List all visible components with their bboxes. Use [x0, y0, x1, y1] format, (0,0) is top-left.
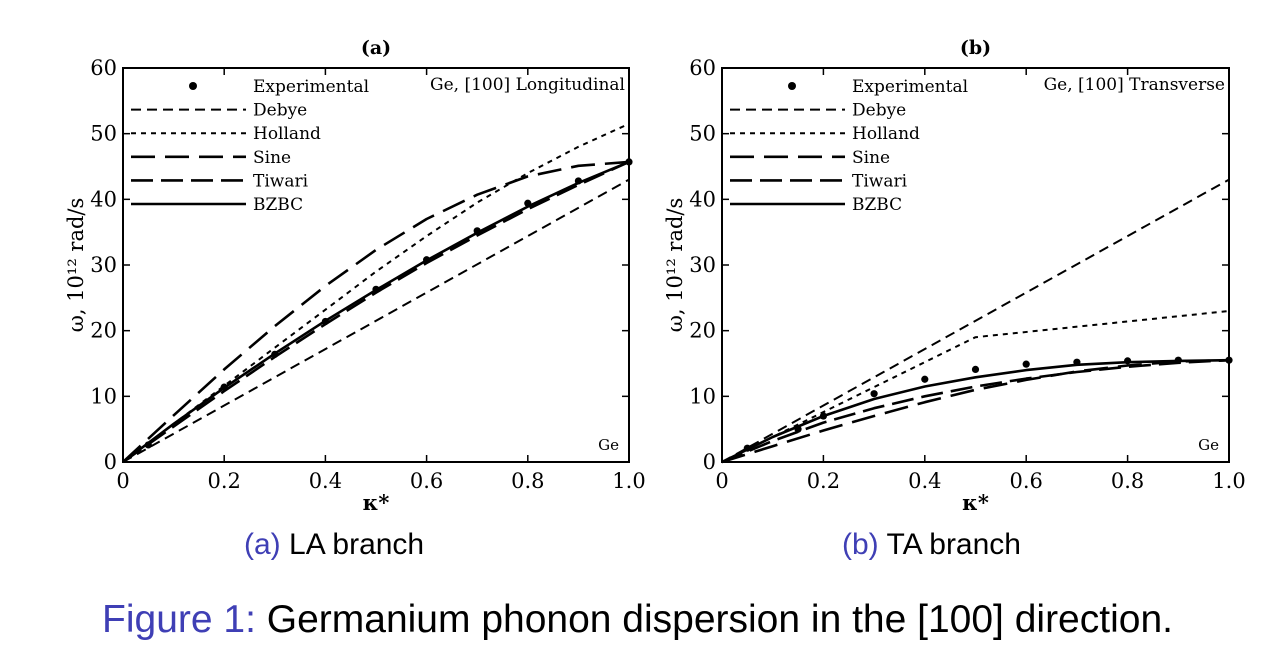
- panel-b-y-axis-label: ω, 10¹² rad/s: [663, 198, 687, 333]
- panel-b-legend-experimental-label: Experimental: [852, 77, 968, 97]
- subcaption-b-tag: (b): [842, 528, 879, 561]
- panel-a-y-tick-label: 0: [104, 450, 117, 474]
- panel-b-x-tick-label: 0.6: [1009, 469, 1042, 493]
- subcaption-b-text: TA branch: [886, 528, 1021, 561]
- panel-b-x-tick-label: 0.2: [807, 469, 840, 493]
- figure-caption-tag: Figure 1:: [102, 598, 256, 641]
- panel-a-legend-bzbc-label: BZBC: [253, 195, 303, 215]
- panel-a-x-tick-label: 1.0: [612, 469, 645, 493]
- panel-b-y-tick-label: 60: [689, 56, 716, 80]
- panel-b-y-tick-label: 50: [689, 122, 716, 146]
- panel-a-x-tick-label: 0.4: [309, 469, 342, 493]
- panel-b-plot-frame: [721, 67, 1230, 463]
- panel-a-corner-label: Ge: [598, 436, 619, 454]
- panel-b-experimental-point: [870, 390, 878, 398]
- panel-a-x-tick-label: 0.8: [511, 469, 544, 493]
- subcaption-a-tag: (a): [244, 528, 281, 561]
- panel-a-y-axis-label: ω, 10¹² rad/s: [64, 198, 88, 333]
- panel-a-label: (a): [361, 37, 391, 59]
- panel-b-x-tick-label: 1.0: [1212, 469, 1245, 493]
- panel-a-x-axis-label: κ*: [363, 490, 390, 515]
- panel-b-bzbc-line: [721, 358, 1230, 464]
- panel-a-sine-line: [122, 160, 630, 463]
- panel-a-annotation: Ge, [100] Longitudinal: [430, 75, 625, 95]
- panel-b-experimental-point: [921, 375, 929, 383]
- subcaption-a-text: LA branch: [289, 528, 425, 561]
- panel-b-legend-holland-label: Holland: [852, 124, 920, 144]
- panel-a-y-tick-label: 40: [90, 187, 117, 211]
- panel-b-y-tick-label: 10: [689, 384, 716, 408]
- panel-b-experimental-point: [1022, 360, 1030, 368]
- panel-a-debye-line: [122, 178, 630, 463]
- panel-b-y-tick-label: 20: [689, 319, 716, 343]
- figure-caption: Figure 1: Germanium phonon dispersion in…: [0, 598, 1275, 642]
- panel-a-legend-holland-label: Holland: [253, 124, 321, 144]
- panel-a-x-tick-label: 0: [116, 469, 129, 493]
- panel-b-x-tick-label: 0: [715, 469, 728, 493]
- panel-a-x-tick-label: 0.2: [207, 469, 240, 493]
- panel-a-y-tick-label: 50: [90, 122, 117, 146]
- panel-a-tiwari-line: [122, 160, 630, 464]
- panel-b-legend-experimental-marker: [788, 82, 796, 90]
- panel-b-debye-line: [721, 178, 1230, 463]
- panel-b-label: (b): [960, 37, 991, 59]
- panel-a-y-tick-label: 10: [90, 384, 117, 408]
- panel-b-annotation: Ge, [100] Transverse: [1044, 75, 1225, 95]
- panel-a-legend-sine-label: Sine: [253, 148, 291, 168]
- panel-a-legend-debye-label: Debye: [253, 101, 307, 121]
- panel-b-corner-label: Ge: [1198, 436, 1219, 454]
- panel-a-x-tick-label: 0.6: [410, 469, 443, 493]
- panel-a-legend-experimental-marker: [189, 82, 197, 90]
- subcaption-a: (a) LA branch: [244, 528, 424, 562]
- panel-b-holland-line: [721, 310, 1230, 463]
- panel-b-x-tick-label: 0.4: [908, 469, 941, 493]
- panel-b-tiwari-line: [721, 358, 1230, 464]
- panel-a-plot-frame: [122, 67, 630, 463]
- panel-a-bzbc-line: [122, 160, 630, 464]
- panel-b-y-tick-label: 30: [689, 253, 716, 277]
- panel-b-legend-debye-label: Debye: [852, 101, 906, 121]
- panel-a-legend-tiwari-label: Tiwari: [253, 171, 309, 191]
- panel-b-sine-line: [721, 358, 1230, 464]
- panel-b-legend-sine-label: Sine: [852, 148, 890, 168]
- panel-b-legend-bzbc-label: BZBC: [852, 195, 902, 215]
- panel-a-y-tick-label: 30: [90, 253, 117, 277]
- panel-b-experimental-point: [971, 365, 980, 374]
- panel-b-legend-tiwari-label: Tiwari: [852, 171, 908, 191]
- panel-a-legend-experimental-label: Experimental: [253, 77, 369, 97]
- panel-a-y-tick-label: 20: [90, 319, 117, 343]
- panel-a-y-tick-label: 60: [90, 56, 117, 80]
- figure-caption-text: Germanium phonon dispersion in the [100]…: [266, 598, 1173, 641]
- panel-b-x-axis-label: κ*: [962, 490, 989, 515]
- panel-b-y-tick-label: 40: [689, 187, 716, 211]
- panel-b-x-tick-label: 0.8: [1111, 469, 1144, 493]
- panel-b-y-tick-label: 0: [703, 450, 716, 474]
- subcaption-b: (b) TA branch: [842, 528, 1021, 562]
